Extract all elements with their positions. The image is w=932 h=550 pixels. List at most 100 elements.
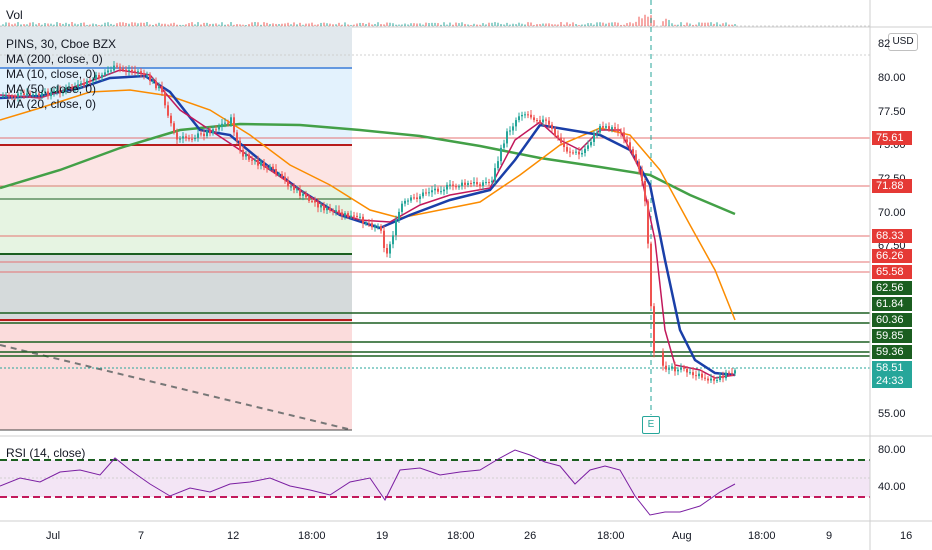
volume-bar <box>488 22 490 26</box>
volume-bar <box>596 22 598 26</box>
candle-body <box>251 159 253 161</box>
volume-bar <box>41 24 43 26</box>
volume-bar <box>89 24 91 26</box>
candle-body <box>77 84 79 88</box>
countdown-label: 24:33 <box>872 374 912 388</box>
volume-bar <box>677 24 679 26</box>
volume-bar <box>131 22 133 26</box>
candle-body <box>173 123 175 133</box>
volume-bar <box>38 23 40 26</box>
volume-bar <box>50 23 52 26</box>
candle-body <box>92 79 94 82</box>
volume-bar <box>419 23 421 26</box>
earnings-event-marker[interactable]: E <box>642 416 660 434</box>
volume-bar <box>572 22 574 26</box>
volume-bar <box>170 23 172 26</box>
ma10-line <box>0 69 736 379</box>
indicator-ma50[interactable]: MA (50, close, 0) <box>6 82 97 96</box>
volume-bar <box>371 24 373 26</box>
volume-bar <box>56 22 58 26</box>
time-tick: 16 <box>900 530 913 542</box>
rsi-line <box>0 449 736 516</box>
horizontal-levels <box>0 54 870 431</box>
volume-bar <box>530 22 532 26</box>
volume-bar <box>443 22 445 26</box>
candle-body <box>407 200 409 202</box>
volume-bar <box>335 24 337 26</box>
price-label: 65.58 <box>872 265 912 279</box>
candle-body <box>29 93 31 96</box>
price-label: 71.88 <box>872 179 912 193</box>
candle-body <box>452 184 454 187</box>
candle-body <box>26 93 28 95</box>
candle-body <box>338 210 340 213</box>
volume-bar <box>689 23 691 26</box>
candle-body <box>491 180 493 183</box>
candle-body <box>104 72 106 75</box>
candle-body <box>713 378 715 381</box>
candle-body <box>689 372 691 374</box>
volume-bar <box>458 23 460 26</box>
volume-bar <box>143 22 145 26</box>
price-label: 62.56 <box>872 281 912 295</box>
volume-bar <box>539 24 541 26</box>
candle-body <box>221 123 223 127</box>
volume-bar <box>590 23 592 26</box>
candle-body <box>287 180 289 187</box>
rsi-label[interactable]: RSI (14, close) <box>6 446 86 460</box>
volume-bar <box>518 22 520 26</box>
candle-body <box>602 126 604 128</box>
volume-bar <box>620 24 622 26</box>
volume-bar <box>140 22 142 26</box>
volume-bar <box>494 22 496 26</box>
volume-bar <box>338 22 340 26</box>
volume-bar <box>341 24 343 26</box>
volume-bar <box>527 22 529 26</box>
volume-bar <box>275 23 277 26</box>
candle-body <box>218 126 220 130</box>
time-tick: 18:00 <box>298 530 326 542</box>
candle-body <box>200 133 202 135</box>
indicator-ma20[interactable]: MA (20, close, 0) <box>6 97 97 111</box>
volume-bar <box>476 24 478 26</box>
volume-bar <box>11 24 13 26</box>
volume-bar <box>662 21 664 26</box>
candle-body <box>428 192 430 194</box>
volume-bar <box>233 24 235 26</box>
volume-bar <box>152 24 154 26</box>
volume-bar <box>461 22 463 26</box>
volume-bar <box>614 22 616 26</box>
candle-body <box>419 196 421 200</box>
volume-bar <box>59 23 61 26</box>
candle-body <box>89 80 91 82</box>
currency-button[interactable]: USD <box>888 33 918 51</box>
candle-body <box>116 65 118 67</box>
symbol-legend[interactable]: PINS, 30, Cboe BZX <box>6 37 117 51</box>
volume-bar <box>353 24 355 26</box>
indicator-ma200[interactable]: MA (200, close, 0) <box>6 52 103 66</box>
volume-bar <box>260 24 262 26</box>
volume-label: Vol <box>6 8 23 22</box>
candle-body <box>728 372 730 374</box>
indicator-ma10[interactable]: MA (10, close, 0) <box>6 67 97 81</box>
volume-bar <box>383 24 385 26</box>
candle-body <box>38 93 40 96</box>
volume-bar <box>446 24 448 26</box>
candle-body <box>668 368 670 370</box>
candle-body <box>626 139 628 143</box>
volume-bar <box>356 23 358 26</box>
volume-bar <box>410 23 412 26</box>
volume-bar <box>266 22 268 26</box>
candle-body <box>8 95 10 97</box>
time-tick: 18:00 <box>748 530 776 542</box>
candle-body <box>335 210 337 212</box>
candle-body <box>197 133 199 139</box>
candle-body <box>551 124 553 129</box>
candle-body <box>254 160 256 162</box>
volume-bar <box>281 23 283 26</box>
volume-bar <box>434 22 436 26</box>
volume-bar <box>374 23 376 26</box>
volume-bar <box>722 23 724 26</box>
volume-bar <box>503 24 505 26</box>
